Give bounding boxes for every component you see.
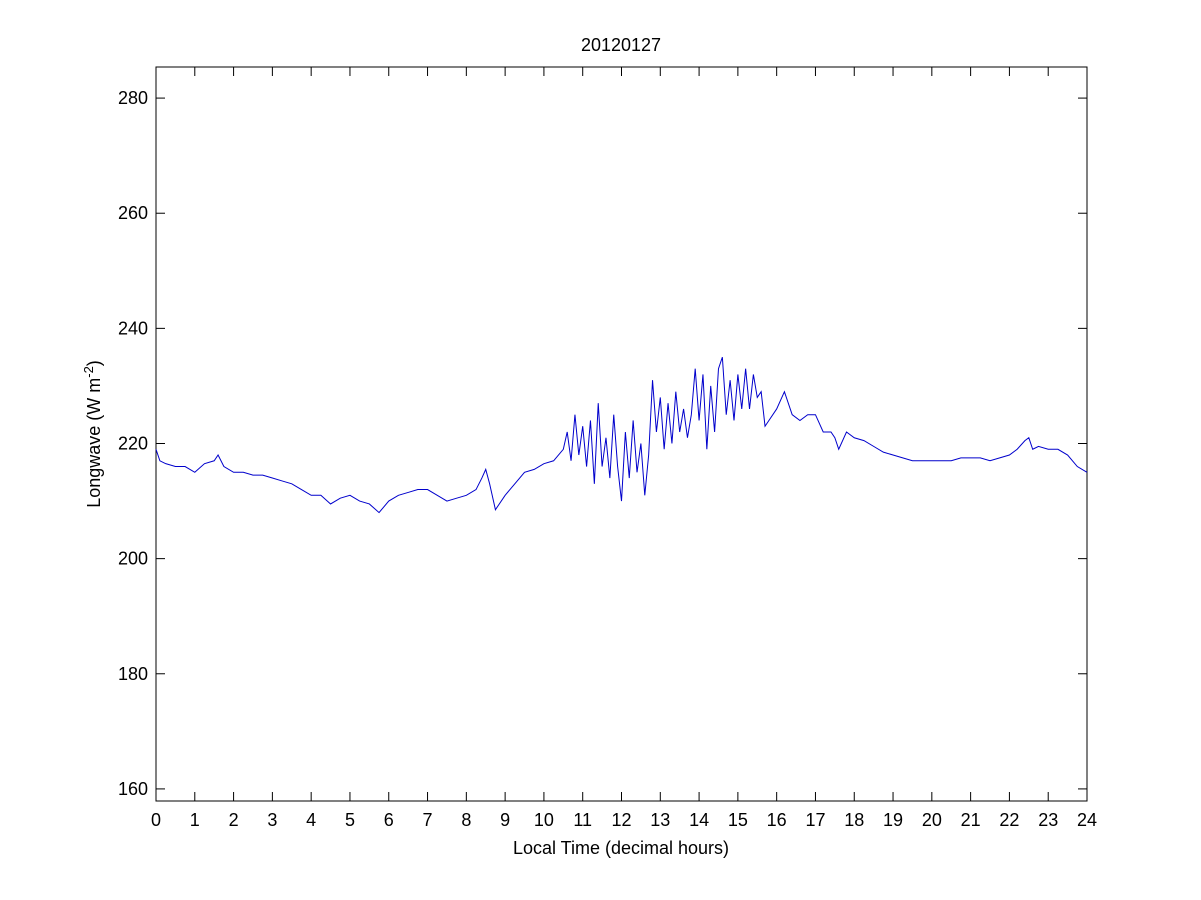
x-tick-label: 7 bbox=[423, 810, 433, 830]
y-label-text: Longwave (W m bbox=[84, 378, 104, 508]
x-tick-label: 13 bbox=[650, 810, 670, 830]
x-tick-label: 8 bbox=[461, 810, 471, 830]
x-axis-label: Local Time (decimal hours) bbox=[513, 838, 729, 858]
y-label-tail: ) bbox=[84, 360, 104, 366]
x-tick-label: 1 bbox=[190, 810, 200, 830]
x-tick-label: 16 bbox=[767, 810, 787, 830]
x-tick-label: 14 bbox=[689, 810, 709, 830]
x-tick-label: 2 bbox=[229, 810, 239, 830]
x-tick-label: 23 bbox=[1038, 810, 1058, 830]
x-tick-label: 6 bbox=[384, 810, 394, 830]
x-tick-label: 5 bbox=[345, 810, 355, 830]
x-tick-label: 20 bbox=[922, 810, 942, 830]
y-tick-label: 220 bbox=[118, 433, 148, 453]
y-tick-label: 240 bbox=[118, 318, 148, 338]
y-tick-label: 180 bbox=[118, 664, 148, 684]
y-axis-label: Longwave (W m-2) bbox=[81, 360, 104, 508]
x-tick-label: 17 bbox=[805, 810, 825, 830]
y-tick-label: 280 bbox=[118, 88, 148, 108]
x-tick-label: 19 bbox=[883, 810, 903, 830]
x-tick-label: 10 bbox=[534, 810, 554, 830]
x-tick-label: 12 bbox=[611, 810, 631, 830]
y-tick-label: 200 bbox=[118, 549, 148, 569]
chart-title: 20120127 bbox=[581, 35, 661, 55]
x-tick-label: 11 bbox=[573, 810, 592, 830]
x-tick-label: 24 bbox=[1077, 810, 1097, 830]
y-label-sup: -2 bbox=[81, 366, 96, 378]
data-line bbox=[155, 356, 1088, 514]
y-tick-label: 260 bbox=[118, 203, 148, 223]
plot-box bbox=[155, 66, 1088, 802]
x-tick-label: 3 bbox=[267, 810, 277, 830]
x-tick-label: 9 bbox=[500, 810, 510, 830]
x-tick-label: 21 bbox=[961, 810, 981, 830]
x-tick-label: 0 bbox=[151, 810, 161, 830]
y-tick-label: 160 bbox=[118, 779, 148, 799]
x-tick-label: 18 bbox=[844, 810, 864, 830]
x-tick-label: 15 bbox=[728, 810, 748, 830]
x-tick-label: 22 bbox=[999, 810, 1019, 830]
x-tick-label: 4 bbox=[306, 810, 316, 830]
